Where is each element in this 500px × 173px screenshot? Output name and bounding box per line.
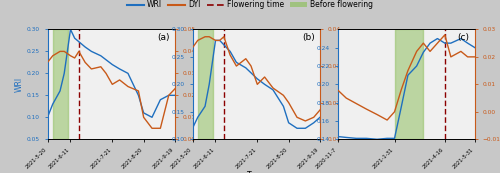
Bar (198, 29, 214, 139)
Legend: WRI, DYI, Flowering time, Before flowering: WRI, DYI, Flowering time, Before floweri… (128, 0, 372, 9)
Text: (a): (a) (158, 33, 170, 42)
Text: (b): (b) (302, 33, 315, 42)
X-axis label: Time: Time (247, 171, 266, 173)
Bar (394, 29, 424, 139)
Text: (c): (c) (458, 33, 469, 42)
Bar (52, 29, 68, 139)
Y-axis label: WRI: WRI (15, 77, 24, 92)
